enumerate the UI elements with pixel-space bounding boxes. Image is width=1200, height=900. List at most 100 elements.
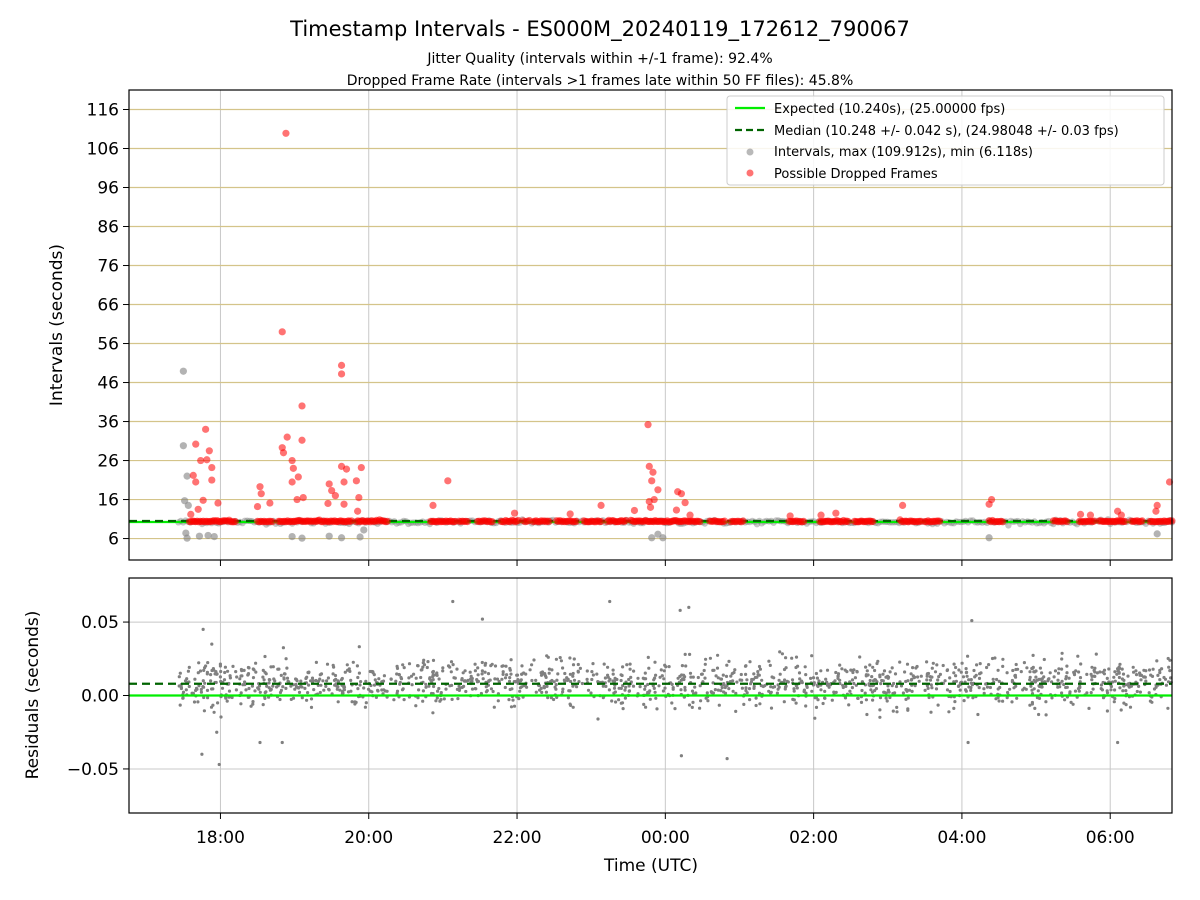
residual-point xyxy=(235,675,239,679)
residual-point xyxy=(871,665,875,669)
residual-point xyxy=(1121,689,1125,693)
residual-point xyxy=(357,645,361,649)
residual-point xyxy=(1163,677,1168,681)
residual-point xyxy=(754,696,758,700)
residual-point xyxy=(509,705,514,709)
interval-point xyxy=(179,367,187,375)
residual-point xyxy=(923,688,927,693)
residual-point xyxy=(350,700,354,704)
residual-point xyxy=(568,702,572,706)
residual-point xyxy=(905,662,910,666)
dropped-point xyxy=(1063,518,1071,526)
residual-point xyxy=(882,669,887,673)
residual-point xyxy=(959,670,963,674)
residual-point xyxy=(733,668,737,672)
residual-point xyxy=(754,703,758,708)
residual-point xyxy=(1118,686,1122,690)
residual-point xyxy=(683,688,687,692)
residual-point xyxy=(798,677,802,681)
residual-point xyxy=(800,679,804,683)
residual-point xyxy=(279,673,283,678)
residual-point xyxy=(654,673,658,677)
residual-point xyxy=(1164,683,1168,687)
residual-point xyxy=(191,691,195,696)
residual-point xyxy=(359,680,363,684)
residual-point xyxy=(376,688,380,693)
residual-point xyxy=(426,660,430,664)
residual-point xyxy=(509,658,513,662)
residual-point xyxy=(901,691,906,695)
residual-point xyxy=(1122,684,1126,688)
residual-point xyxy=(338,688,342,692)
residual-point xyxy=(952,680,956,684)
residual-point xyxy=(429,691,434,696)
residual-point xyxy=(1008,687,1012,691)
residual-point xyxy=(1060,667,1064,671)
dropped-point xyxy=(648,477,656,485)
residual-point xyxy=(747,687,752,691)
residual-point xyxy=(543,672,547,676)
residual-point xyxy=(797,671,802,675)
residuals-panel: −0.05 0.00 0.05 18:00 20:00 22:00 00:00 02:00 04… xyxy=(67,577,1173,848)
residual-point xyxy=(1030,700,1034,705)
residual-point xyxy=(326,676,330,680)
residual-point xyxy=(860,688,864,693)
dropped-point xyxy=(672,506,681,514)
residual-point xyxy=(416,696,420,700)
residual-point xyxy=(823,689,827,694)
residual-point xyxy=(995,677,999,682)
bottom-y-axis-label: Residuals (seconds) xyxy=(23,611,43,780)
residual-point xyxy=(891,709,895,713)
residual-point xyxy=(1128,705,1133,709)
residual-point xyxy=(1057,667,1061,671)
dropped-point xyxy=(298,402,306,410)
top-y-tick-label: 46 xyxy=(97,374,119,394)
residual-point xyxy=(748,660,752,664)
residual-point xyxy=(437,686,441,691)
residual-point xyxy=(904,697,908,702)
dropped-point xyxy=(1117,511,1125,519)
residual-point xyxy=(261,675,265,679)
residual-point xyxy=(1069,700,1073,705)
residual-point xyxy=(1116,667,1120,671)
dropped-point xyxy=(294,473,302,481)
residual-point xyxy=(473,662,477,666)
residual-point xyxy=(332,665,336,669)
residual-point xyxy=(530,678,534,683)
residual-point xyxy=(218,675,222,679)
residual-point xyxy=(853,676,858,680)
residual-point xyxy=(803,665,807,669)
residual-point xyxy=(855,669,859,674)
residual-point xyxy=(1121,672,1126,676)
residual-point xyxy=(1028,703,1032,707)
residual-point xyxy=(711,668,715,673)
dropped-point xyxy=(898,501,907,509)
residual-point xyxy=(480,672,484,676)
residual-point xyxy=(804,704,808,708)
residual-point xyxy=(884,675,888,679)
residual-point xyxy=(894,684,899,689)
residual-point xyxy=(935,663,939,667)
residual-point xyxy=(501,670,505,674)
residual-point xyxy=(834,690,838,695)
residual-point xyxy=(1072,670,1076,675)
residual-point xyxy=(243,680,247,684)
residual-point xyxy=(870,675,874,679)
residual-point xyxy=(1043,680,1047,684)
residual-point xyxy=(528,668,532,672)
residual-point xyxy=(772,676,776,680)
residual-point xyxy=(353,700,357,704)
residual-point xyxy=(480,660,484,665)
residual-point xyxy=(985,665,989,670)
residual-point xyxy=(546,696,550,700)
residual-point xyxy=(1124,703,1128,707)
residual-point xyxy=(875,680,879,684)
top-y-tick-label: 56 xyxy=(97,335,119,355)
residual-point xyxy=(547,667,552,671)
residual-point xyxy=(398,682,402,686)
x-tick-label: 02:00 xyxy=(789,828,838,848)
residual-point xyxy=(758,667,763,671)
residual-point xyxy=(289,684,293,688)
residual-point xyxy=(291,696,296,700)
residual-point xyxy=(628,667,632,671)
